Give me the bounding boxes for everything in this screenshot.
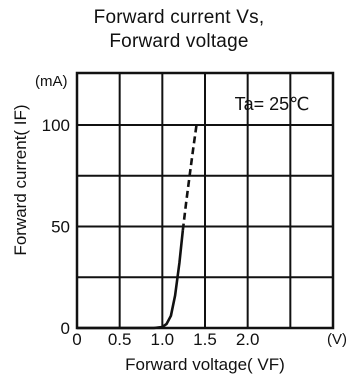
x-tick-label: 2.0 [236, 330, 260, 349]
x-tick-label: 1.5 [193, 330, 217, 349]
chart-title-line-1: Forward current Vs, [93, 7, 265, 28]
x-tick-label: 1.0 [151, 330, 175, 349]
plot-frame [75, 71, 335, 330]
temperature-condition: Ta= 25℃ [235, 94, 310, 114]
x-axis-label: Forward voltage( VF) [125, 355, 285, 374]
y-tick-label: 0 [61, 319, 70, 338]
series-line-dashed [181, 124, 198, 231]
y-axis-label: Forward current( IF) [11, 104, 30, 255]
y-tick-label: 100 [42, 116, 70, 135]
chart-title: Forward current Vs, Forward voltage [0, 6, 358, 54]
grid [77, 73, 333, 328]
y-axis-unit: (mA) [35, 73, 68, 90]
x-tick-label: 0 [72, 330, 81, 349]
series-line-solid [77, 230, 185, 330]
x-axis-unit: (V) [327, 331, 347, 348]
series-layer [77, 124, 198, 330]
tick-labels: 0 0.5 1.0 1.5 2.0 0 50 100 [42, 116, 260, 349]
chart-title-line-2: Forward voltage [109, 31, 249, 52]
x-tick-label: 0.5 [108, 330, 132, 349]
y-tick-label: 50 [51, 218, 70, 237]
